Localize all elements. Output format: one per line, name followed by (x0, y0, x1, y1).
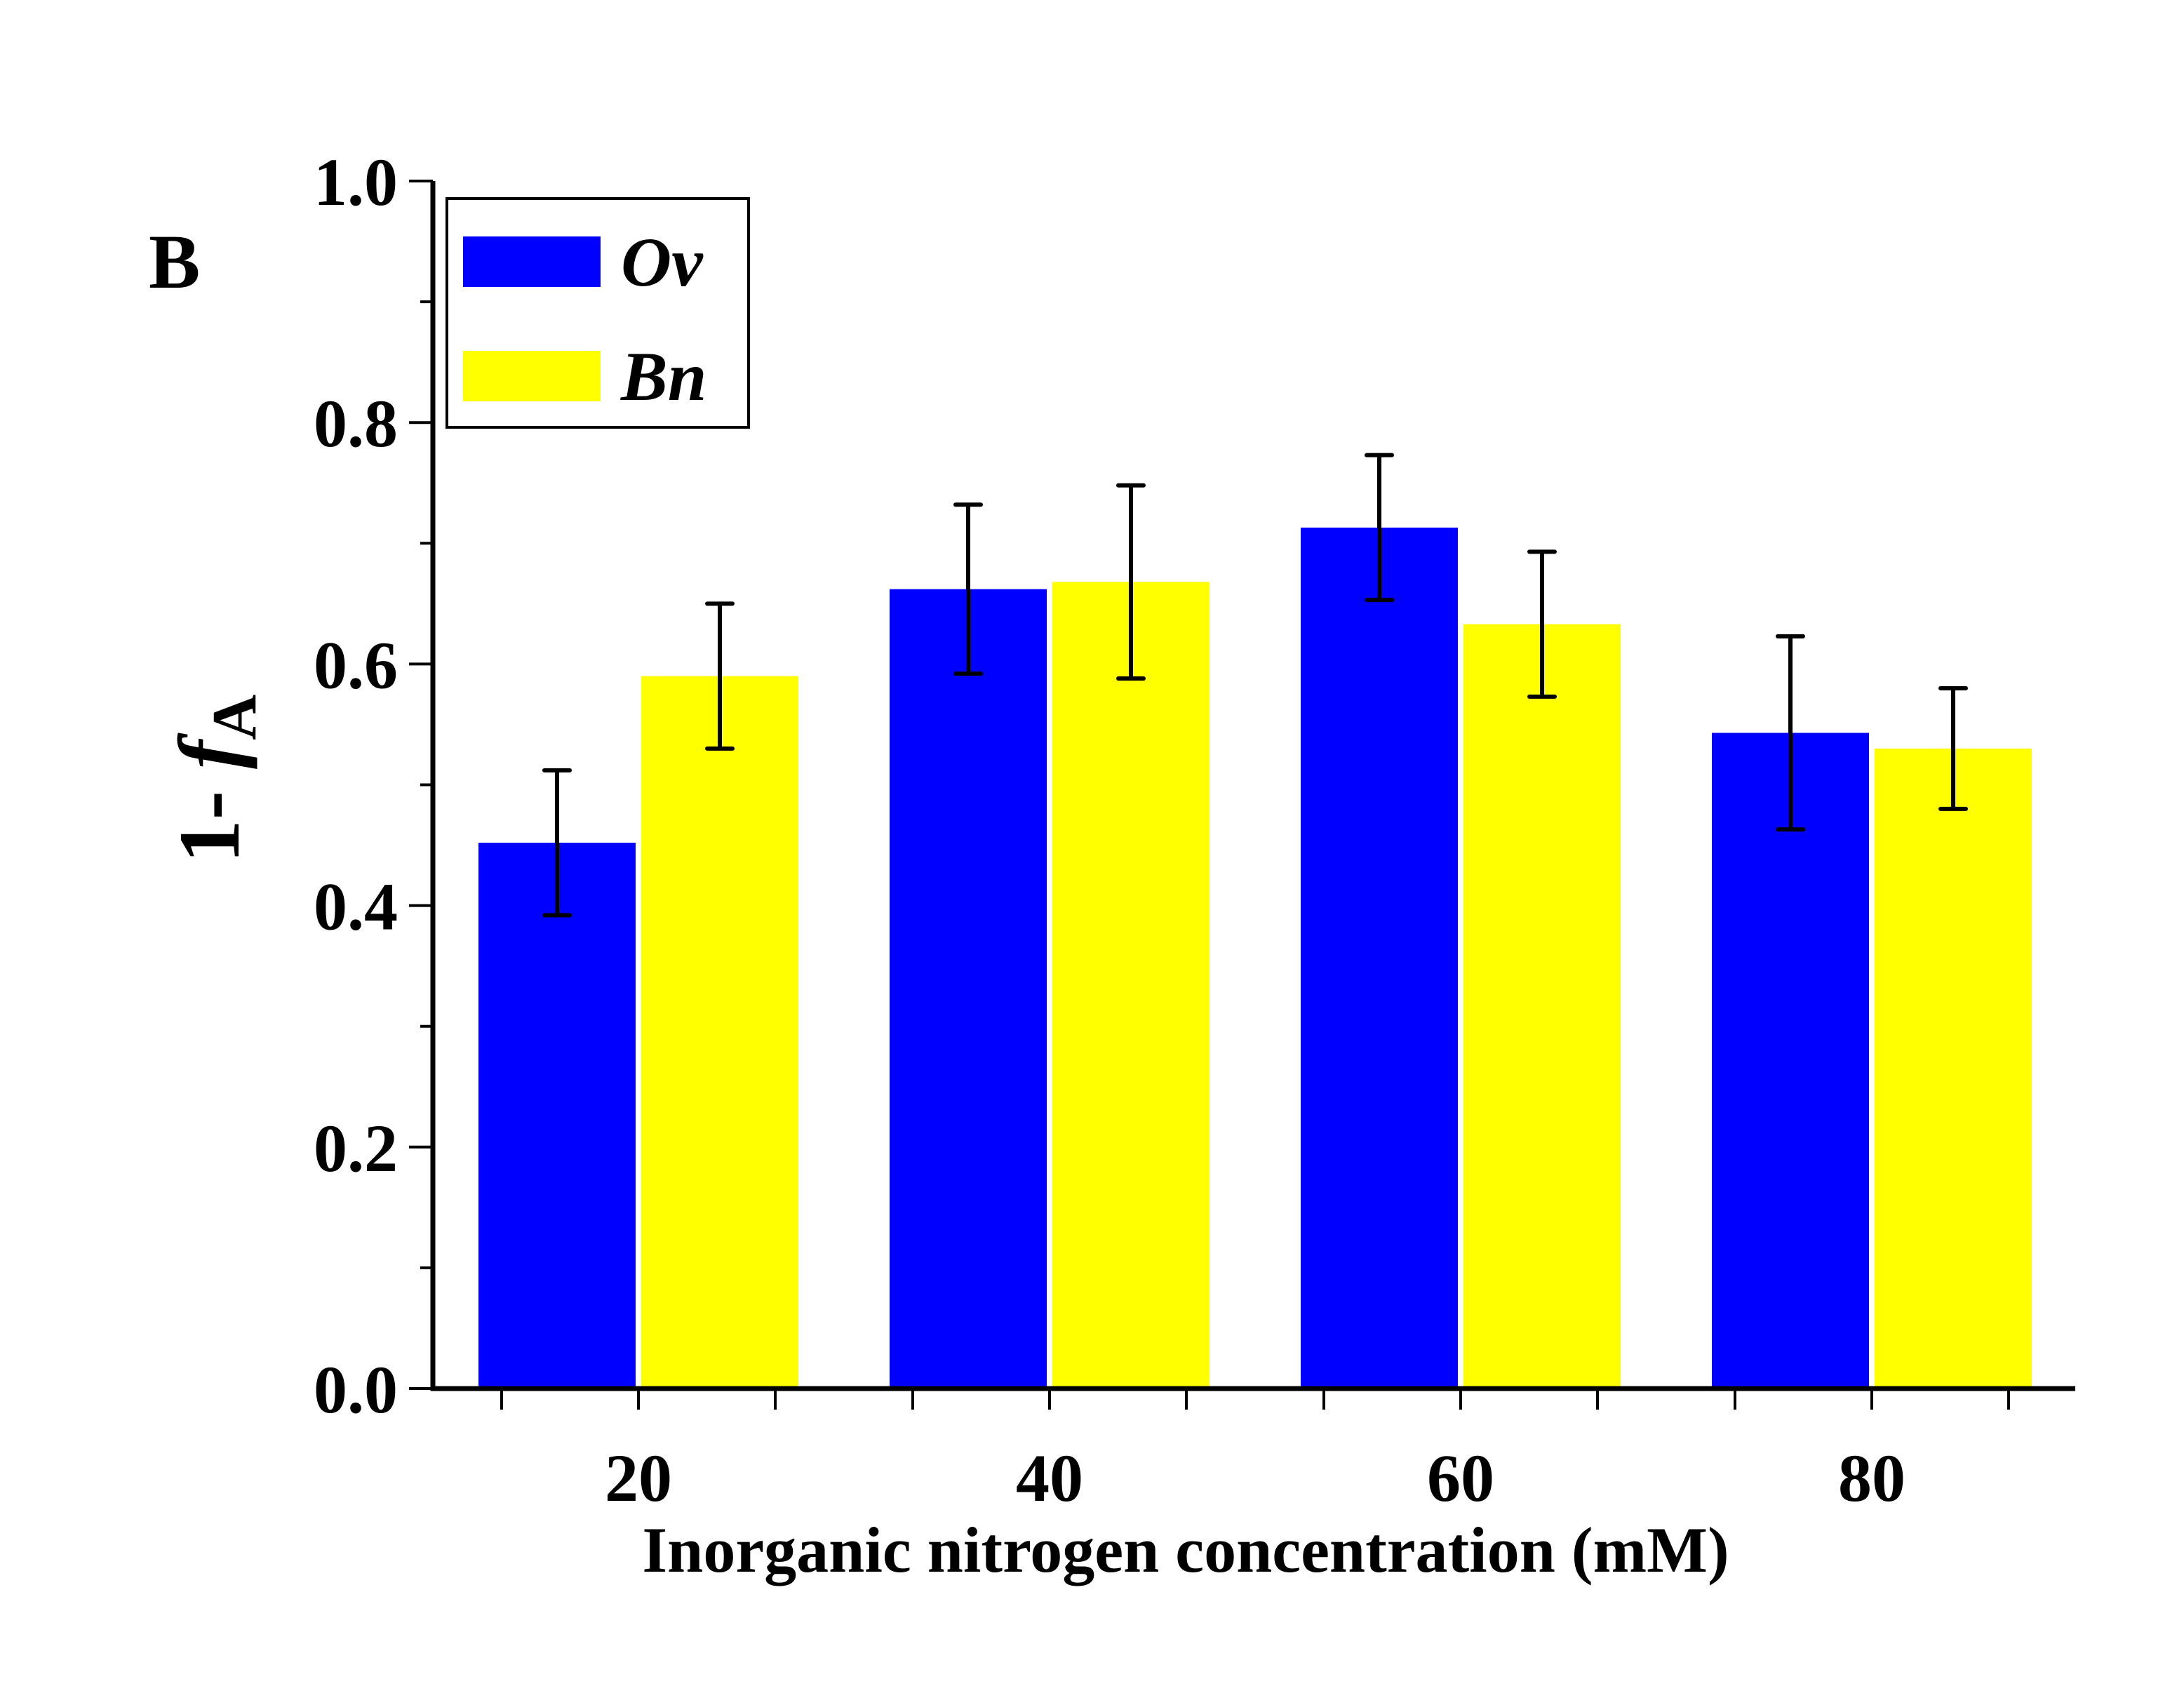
legend-label-bn: Bn (620, 337, 706, 415)
y-axis-title-subscript: A (200, 695, 269, 740)
x-tick-label-80: 80 (1838, 1440, 1905, 1516)
y-ticks-group: 0.0 0.2 0.4 0.6 0.8 1.0 (314, 145, 433, 1427)
y-tick-label-0.2: 0.2 (314, 1111, 398, 1186)
legend-label-ov: Ov (621, 223, 704, 301)
y-tick-label-0.8: 0.8 (314, 386, 398, 461)
bars-group (478, 527, 2032, 1389)
bar-bn-60 (1463, 624, 1621, 1389)
y-tick-label-0.4: 0.4 (314, 869, 398, 944)
x-tick-label-40: 40 (1016, 1440, 1083, 1516)
bar-ov-60 (1301, 527, 1458, 1389)
bar-bn-80 (1875, 748, 2032, 1389)
x-ticks-group: 20 40 60 80 (500, 1389, 2010, 1516)
y-tick-label-1.0: 1.0 (314, 145, 398, 220)
legend-swatch-bn (463, 351, 601, 401)
y-axis-title: 1- fA (161, 695, 269, 864)
x-tick-label-20: 20 (605, 1440, 672, 1516)
legend-swatch-ov (463, 236, 601, 287)
bar-ov-20 (478, 843, 636, 1389)
bar-ov-80 (1712, 733, 1869, 1389)
x-axis-title: Inorganic nitrogen concentration (mM) (642, 1514, 1729, 1586)
legend: Ov Bn (445, 197, 750, 429)
x-tick-label-60: 60 (1427, 1440, 1494, 1516)
bar-ov-40 (890, 589, 1047, 1389)
y-tick-label-0.0: 0.0 (314, 1352, 398, 1427)
bar-bn-40 (1052, 582, 1210, 1389)
y-axis-title-main: 1- (161, 769, 257, 863)
y-tick-label-0.6: 0.6 (314, 627, 398, 702)
panel-label: B (149, 219, 200, 305)
bar-bn-20 (641, 676, 798, 1389)
error-bars-group (542, 453, 1968, 918)
